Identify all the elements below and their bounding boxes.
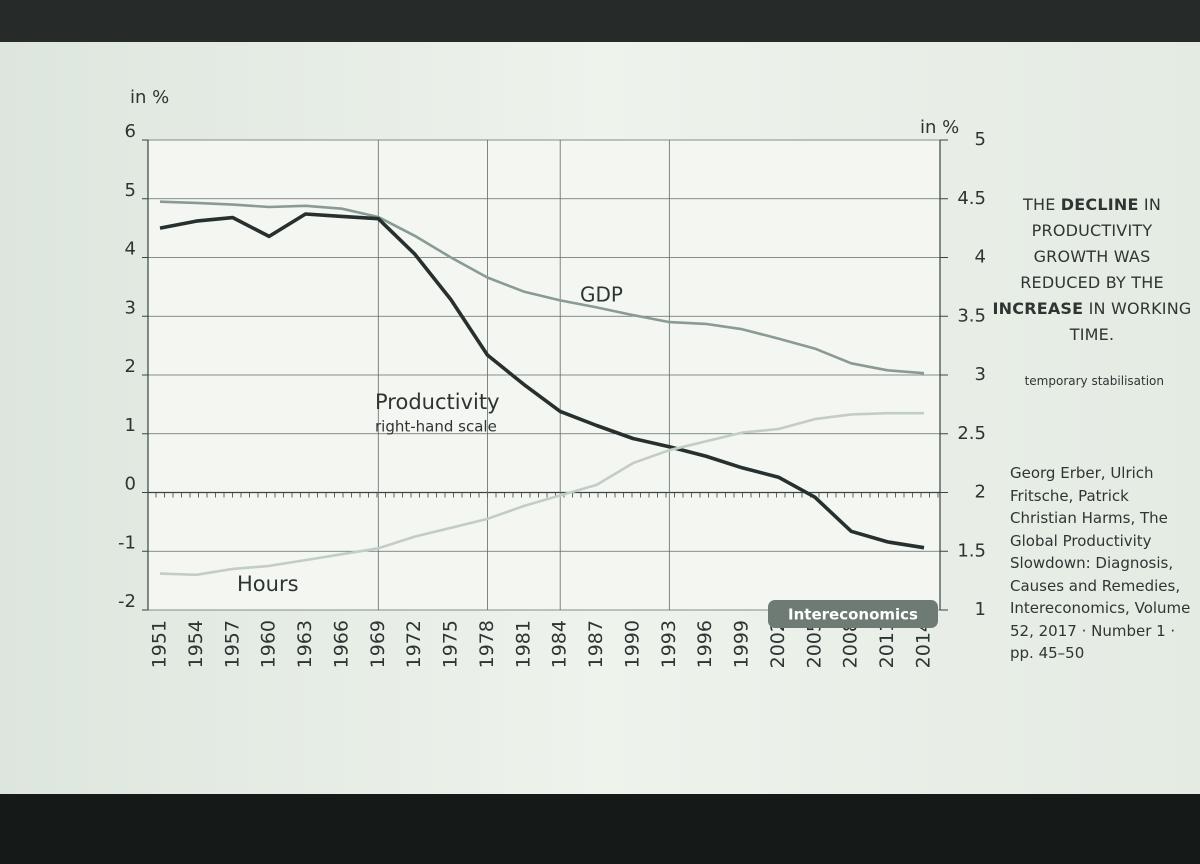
y2-tick-label: 4.5 xyxy=(957,188,986,209)
statement-part: DECLINE xyxy=(1060,195,1139,214)
x-tick-label: 1957 xyxy=(221,620,243,668)
x-tick-label: 1972 xyxy=(403,620,425,668)
x-tick-label: 1969 xyxy=(367,620,389,668)
series-label: Hours xyxy=(237,572,299,596)
x-tick-label: 1984 xyxy=(549,620,571,668)
statement-part: THE xyxy=(1022,195,1061,214)
y2-axis-label: in % xyxy=(920,117,959,138)
x-tick-label: 1951 xyxy=(149,620,171,668)
x-tick-label: 2002 xyxy=(767,620,789,668)
x-tick-label: 1978 xyxy=(476,620,498,668)
x-tick-label: 1963 xyxy=(294,620,316,668)
y2-tick-label: 3.5 xyxy=(957,305,986,326)
series-label: Productivity xyxy=(375,390,500,414)
source-badge xyxy=(768,600,938,628)
series-label: GDP xyxy=(580,283,623,307)
y-tick-label: 1 xyxy=(125,415,136,436)
x-tick-label: 1954 xyxy=(185,620,207,668)
series-line xyxy=(159,411,924,577)
x-tick-label: 2008 xyxy=(840,620,862,668)
y-tick-label: -2 xyxy=(118,591,136,612)
y2-tick-label: 2.5 xyxy=(957,423,986,444)
x-tick-label: 1981 xyxy=(512,620,534,668)
projector-frame xyxy=(0,0,1200,42)
note: temporary stabilisation xyxy=(1024,374,1164,388)
series-line xyxy=(159,200,925,375)
y-tick-label: 2 xyxy=(125,356,136,377)
y-tick-label: -1 xyxy=(118,532,136,553)
y-tick-label: 4 xyxy=(125,239,136,260)
x-tick-label: 2014 xyxy=(913,620,935,668)
y2-tick-label: 2 xyxy=(975,482,986,503)
y2-tick-label: 3 xyxy=(975,364,986,385)
x-tick-label: 1996 xyxy=(694,620,716,668)
y-axis-label: in % xyxy=(130,87,169,108)
x-tick-label: 1987 xyxy=(585,620,607,668)
statement-part: IN WORKING TIME. xyxy=(1069,299,1197,344)
x-tick-label: 1960 xyxy=(258,620,280,668)
x-tick-label: 1966 xyxy=(330,620,352,668)
y2-tick-label: 4 xyxy=(975,247,986,268)
x-tick-label: 1993 xyxy=(658,620,680,668)
y2-tick-label: 1 xyxy=(975,599,986,620)
x-tick-label: 2005 xyxy=(803,620,825,668)
y-tick-label: 3 xyxy=(125,297,136,318)
projector-frame xyxy=(0,794,1200,864)
y2-tick-label: 1.5 xyxy=(957,540,986,561)
y2-tick-label: 5 xyxy=(975,129,986,150)
citation: Georg Erber, Ulrich Fritsche, Patrick Ch… xyxy=(1010,464,1191,662)
sidebar: THE DECLINE IN PRODUCTIVITY GROWTH WAS R… xyxy=(992,192,1192,665)
y-tick-label: 5 xyxy=(125,180,136,201)
x-tick-label: 1975 xyxy=(440,620,462,668)
x-tick-label: 1990 xyxy=(621,620,643,668)
statement-part: IN PRODUCTIVITY GROWTH WAS REDUCED BY TH… xyxy=(1020,195,1170,292)
series-note: right-hand scale xyxy=(375,418,497,436)
x-tick-label: 2011 xyxy=(876,620,898,668)
source-badge-text: Intereconomics xyxy=(788,606,918,624)
series-line xyxy=(159,212,925,550)
statement: THE DECLINE IN PRODUCTIVITY GROWTH WAS R… xyxy=(992,192,1192,348)
statement-part: INCREASE xyxy=(992,299,1084,318)
y-tick-label: 6 xyxy=(125,121,136,142)
y-tick-label: 0 xyxy=(125,474,136,495)
x-tick-label: 1999 xyxy=(731,620,753,668)
